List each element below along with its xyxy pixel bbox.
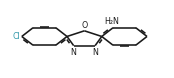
Text: H₂N: H₂N	[104, 17, 119, 26]
Text: N: N	[93, 48, 99, 57]
Text: O: O	[81, 21, 88, 30]
Text: Cl: Cl	[13, 32, 20, 41]
Text: N: N	[70, 48, 76, 57]
